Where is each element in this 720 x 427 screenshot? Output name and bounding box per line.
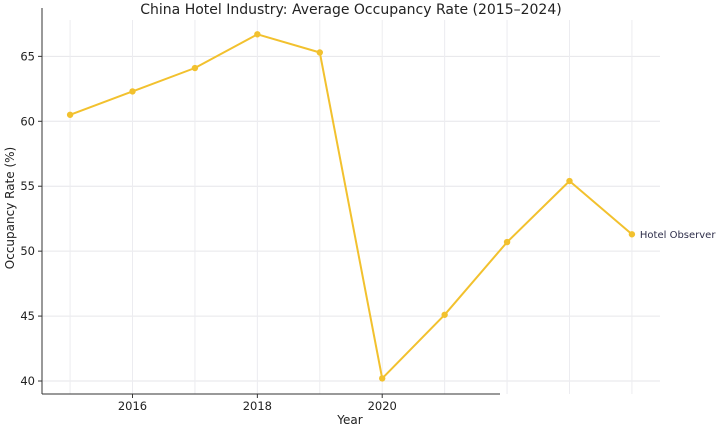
- data-point: [566, 177, 573, 185]
- annotations: Hotel Observer: [640, 230, 716, 241]
- axes: [38, 8, 500, 398]
- y-axis-label: Occupancy Rate (%): [3, 147, 17, 269]
- y-tick-label: 50: [20, 244, 35, 258]
- data-point: [191, 64, 199, 72]
- annotation-label: Hotel Observer: [640, 230, 716, 241]
- data-point: [441, 311, 448, 318]
- x-axis-label: Year: [336, 413, 362, 427]
- chart-title: China Hotel Industry: Average Occupancy …: [140, 2, 561, 18]
- tick-labels: 40 45 50 55 60 65 2016 2018 2020: [20, 49, 396, 413]
- y-tick-label: 60: [20, 114, 35, 128]
- data-series: [66, 31, 636, 382]
- data-point: [503, 238, 511, 246]
- series-line: [69, 33, 633, 380]
- data-point: [66, 111, 74, 118]
- x-tick-label: 2016: [118, 399, 147, 413]
- data-point: [628, 231, 636, 238]
- y-tick-label: 45: [20, 309, 35, 323]
- data-point: [254, 31, 261, 38]
- data-point: [316, 49, 323, 56]
- y-tick-label: 65: [20, 49, 35, 63]
- y-tick-label: 55: [20, 179, 35, 193]
- x-tick-label: 2020: [368, 399, 397, 413]
- data-point: [129, 88, 136, 95]
- x-tick-label: 2018: [243, 399, 272, 413]
- y-tick-label: 40: [20, 374, 35, 388]
- data-point: [379, 375, 386, 382]
- grid-lines: [42, 20, 660, 394]
